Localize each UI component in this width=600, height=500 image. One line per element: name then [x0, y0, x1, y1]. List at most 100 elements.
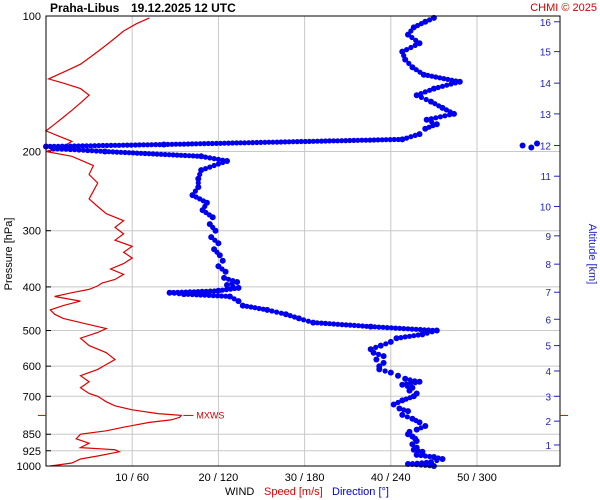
direction-point	[211, 156, 217, 162]
direction-point	[387, 369, 394, 376]
legend-wind: WIND	[225, 486, 254, 498]
direction-point	[214, 293, 220, 299]
direction-point	[179, 289, 185, 295]
direction-point	[175, 289, 181, 295]
direction-point	[433, 74, 439, 80]
direction-point	[197, 141, 203, 147]
direction-point	[380, 324, 386, 330]
direction-point	[183, 289, 189, 295]
direction-point	[85, 147, 91, 154]
direction-point	[392, 325, 399, 331]
direction-point	[437, 114, 443, 120]
direction-point	[355, 137, 361, 143]
direction-point	[80, 143, 86, 149]
direction-point	[195, 180, 201, 186]
direction-point	[207, 155, 213, 161]
direction-point	[439, 83, 446, 89]
direction-point	[270, 139, 276, 145]
direction-point	[213, 140, 219, 146]
direction-point	[351, 137, 357, 143]
direction-point	[409, 64, 416, 71]
direction-point	[89, 148, 95, 154]
direction-point	[442, 113, 448, 119]
direction-point	[149, 142, 155, 148]
direction-point	[406, 428, 413, 435]
direction-point	[234, 279, 241, 285]
direction-point	[108, 142, 114, 148]
direction-point	[202, 154, 209, 160]
direction-point	[118, 149, 124, 155]
y2-axis-title: Altitude [km]	[586, 224, 598, 285]
direction-point	[203, 288, 209, 294]
direction-point	[239, 302, 246, 309]
altitude-tick-11: 11	[541, 172, 552, 183]
direction-point	[194, 153, 200, 159]
direction-point	[220, 157, 226, 163]
direction-point	[187, 289, 193, 295]
direction-point	[71, 143, 77, 149]
direction-point	[178, 152, 184, 158]
direction-point	[224, 282, 230, 288]
direction-point	[421, 327, 427, 333]
direction-point	[224, 158, 230, 164]
pressure-tick-labels: 100 200 300 400 500 600 700 850 925 1000	[17, 11, 41, 473]
direction-point	[415, 332, 421, 338]
direction-point	[221, 140, 227, 146]
direction-point	[186, 153, 192, 159]
direction-point	[76, 147, 82, 153]
direction-point	[278, 310, 284, 316]
direction-point	[160, 141, 167, 148]
direction-point	[416, 131, 423, 138]
direction-point	[223, 287, 229, 293]
direction-point	[207, 288, 213, 294]
direction-point	[393, 335, 400, 342]
direction-point	[112, 142, 118, 148]
direction-point	[55, 143, 61, 149]
direction-point	[387, 137, 393, 143]
direction-point	[171, 289, 177, 296]
direction-point	[347, 322, 353, 328]
direction-point	[367, 346, 374, 353]
direction-point	[192, 188, 198, 194]
direction-point	[310, 138, 316, 144]
direction-point	[411, 333, 417, 339]
direction-point	[165, 141, 171, 147]
direction-point	[367, 323, 374, 330]
direction-point	[215, 263, 222, 270]
direction-point	[169, 141, 175, 147]
direction-point	[407, 377, 413, 383]
direction-point	[419, 460, 425, 466]
direction-point	[264, 306, 271, 313]
direction-point	[88, 143, 94, 149]
direction-point	[395, 399, 401, 406]
direction-point	[359, 137, 365, 143]
x-tick-30: 30 / 180	[285, 472, 325, 484]
direction-point	[444, 82, 450, 88]
direction-point	[130, 150, 136, 156]
direction-point	[235, 284, 242, 291]
direction-point	[343, 138, 349, 144]
direction-point	[335, 321, 341, 327]
direction-point	[128, 142, 134, 148]
direction-point	[202, 166, 209, 172]
direction-point	[198, 167, 205, 174]
direction-point	[318, 320, 324, 326]
direction-point	[433, 327, 440, 334]
direction-point	[138, 150, 144, 156]
direction-point	[229, 140, 236, 146]
direction-point	[63, 143, 69, 149]
direction-point	[405, 326, 411, 332]
direction-point	[302, 138, 308, 145]
direction-point	[416, 378, 423, 385]
direction-point	[430, 85, 437, 92]
y-axis-title: Pressure [hPa]	[3, 218, 15, 291]
direction-point	[201, 141, 207, 147]
direction-point	[314, 320, 320, 326]
altitude-tick-10: 10	[540, 202, 552, 213]
direction-point	[534, 140, 540, 147]
direction-point	[404, 135, 410, 141]
direction-point	[413, 326, 419, 332]
direction-point	[254, 139, 260, 146]
direction-point	[363, 137, 369, 143]
direction-point	[170, 152, 176, 158]
